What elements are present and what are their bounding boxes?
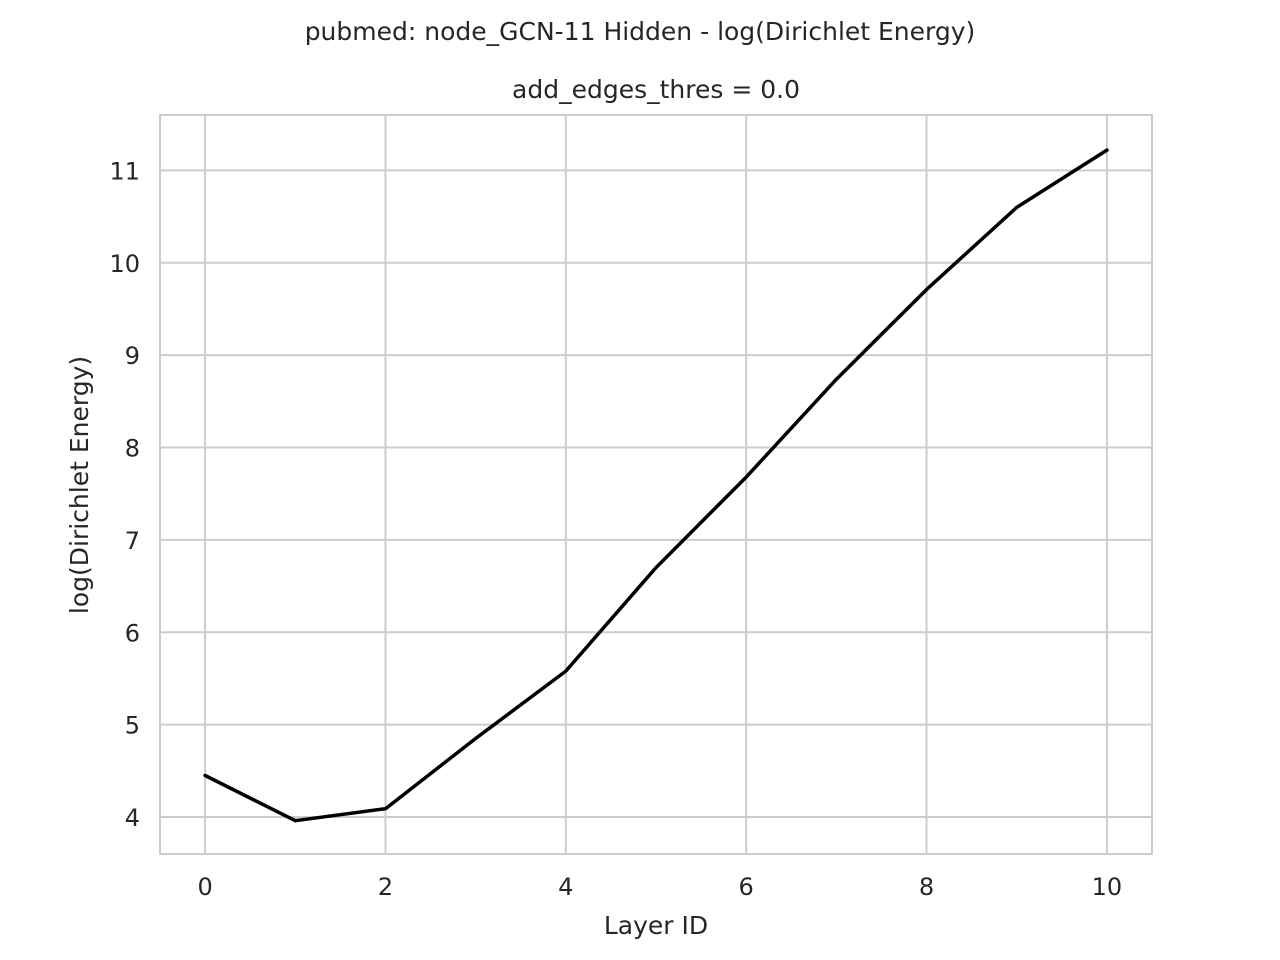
- x-tick-label: 10: [1092, 873, 1123, 901]
- y-tick-label: 4: [125, 804, 140, 832]
- series-line: [203, 148, 1109, 823]
- x-tick-labels: 0 2 4 6 8 10: [197, 873, 1122, 901]
- x-tick-label: 4: [558, 873, 573, 901]
- y-axis-label: log(Dirichlet Energy): [65, 356, 94, 614]
- y-tick-label: 8: [125, 435, 140, 463]
- x-tick-label: 0: [197, 873, 212, 901]
- y-tick-labels: 4 5 6 7 8 9 10 11: [109, 157, 140, 832]
- x-axis-label: Layer ID: [604, 911, 708, 940]
- chart-title: pubmed: node_GCN-11 Hidden - log(Dirichl…: [305, 17, 976, 46]
- series-group: [203, 148, 1109, 823]
- chart-subtitle: add_edges_thres = 0.0: [512, 75, 800, 104]
- y-gridlines: [160, 169, 1152, 819]
- y-tick-label: 9: [125, 342, 140, 370]
- y-tick-label: 10: [109, 250, 140, 278]
- x-tick-label: 2: [378, 873, 393, 901]
- plot-frame: [159, 114, 1153, 855]
- x-tick-label: 6: [739, 873, 754, 901]
- y-tick-label: 11: [109, 157, 140, 185]
- x-gridlines: [204, 115, 1108, 854]
- y-tick-label: 6: [125, 619, 140, 647]
- y-tick-label: 7: [125, 527, 140, 555]
- y-tick-label: 5: [125, 712, 140, 740]
- x-tick-label: 8: [919, 873, 934, 901]
